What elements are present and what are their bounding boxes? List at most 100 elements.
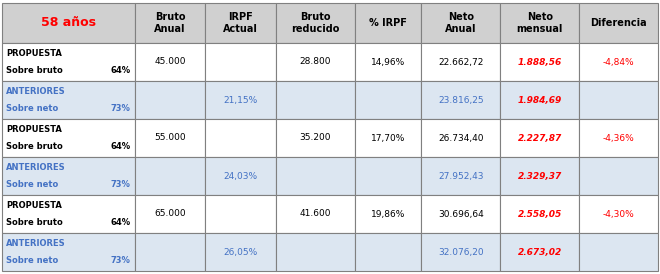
Text: IRPF
Actual: IRPF Actual	[223, 12, 258, 34]
Text: 65.000: 65.000	[154, 210, 186, 218]
Bar	[355, 195, 421, 233]
Bar	[579, 233, 658, 271]
Bar	[500, 3, 579, 43]
Bar	[135, 195, 205, 233]
Bar	[500, 43, 579, 81]
Bar	[276, 81, 355, 119]
Bar	[2, 81, 135, 119]
Text: -4,30%: -4,30%	[603, 210, 634, 218]
Text: 45.000: 45.000	[154, 58, 186, 67]
Text: 26.734,40: 26.734,40	[438, 133, 484, 142]
Text: Neto
mensual: Neto mensual	[517, 12, 563, 34]
Text: 1.888,56: 1.888,56	[517, 58, 562, 67]
Bar	[355, 119, 421, 157]
Text: 64%: 64%	[111, 66, 131, 75]
Text: Sobre bruto: Sobre bruto	[6, 142, 63, 151]
Bar	[355, 81, 421, 119]
Bar	[135, 119, 205, 157]
Text: 28.800: 28.800	[300, 58, 331, 67]
Bar	[579, 43, 658, 81]
Bar	[579, 119, 658, 157]
Bar	[205, 3, 276, 43]
Text: 17,70%: 17,70%	[371, 133, 405, 142]
Bar	[579, 157, 658, 195]
Bar	[135, 3, 205, 43]
Text: 64%: 64%	[111, 142, 131, 151]
Text: 2.329,37: 2.329,37	[517, 172, 562, 181]
Bar	[500, 81, 579, 119]
Text: -4,36%: -4,36%	[603, 133, 634, 142]
Bar	[135, 157, 205, 195]
Bar	[500, 233, 579, 271]
Bar	[205, 81, 276, 119]
Text: 23.816,25: 23.816,25	[438, 96, 484, 104]
Text: 19,86%: 19,86%	[371, 210, 405, 218]
Bar	[276, 157, 355, 195]
Bar	[421, 233, 500, 271]
Text: Diferencia: Diferencia	[590, 18, 647, 28]
Bar	[2, 3, 135, 43]
Text: 2.558,05: 2.558,05	[517, 210, 562, 218]
Bar	[355, 157, 421, 195]
Text: ANTERIORES: ANTERIORES	[6, 87, 65, 96]
Bar	[355, 233, 421, 271]
Text: 24,03%: 24,03%	[224, 172, 258, 181]
Bar	[276, 119, 355, 157]
Bar	[421, 157, 500, 195]
Text: 55.000: 55.000	[154, 133, 186, 142]
Bar	[135, 233, 205, 271]
Bar	[2, 43, 135, 81]
Text: 2.673,02: 2.673,02	[517, 247, 562, 256]
Bar	[276, 43, 355, 81]
Bar	[276, 3, 355, 43]
Bar	[2, 157, 135, 195]
Bar	[579, 81, 658, 119]
Text: -4,84%: -4,84%	[603, 58, 634, 67]
Bar	[135, 43, 205, 81]
Bar	[500, 157, 579, 195]
Text: Neto
Anual: Neto Anual	[445, 12, 477, 34]
Text: Sobre neto: Sobre neto	[6, 256, 58, 265]
Text: Bruto
reducido: Bruto reducido	[291, 12, 340, 34]
Bar	[579, 3, 658, 43]
Text: 1.984,69: 1.984,69	[517, 96, 562, 104]
Text: 41.600: 41.600	[300, 210, 331, 218]
Bar	[421, 119, 500, 157]
Bar	[500, 195, 579, 233]
Bar	[421, 3, 500, 43]
Bar	[205, 157, 276, 195]
Text: ANTERIORES: ANTERIORES	[6, 163, 65, 172]
Bar	[205, 43, 276, 81]
Text: Sobre neto: Sobre neto	[6, 180, 58, 189]
Bar	[135, 81, 205, 119]
Bar	[421, 195, 500, 233]
Text: 73%: 73%	[111, 104, 131, 113]
Bar	[276, 233, 355, 271]
Text: 58 años: 58 años	[41, 16, 96, 30]
Text: 35.200: 35.200	[300, 133, 331, 142]
Text: 30.696,64: 30.696,64	[438, 210, 484, 218]
Bar	[205, 119, 276, 157]
Text: PROPUESTA: PROPUESTA	[6, 201, 62, 210]
Bar	[2, 119, 135, 157]
Text: 26,05%: 26,05%	[224, 247, 258, 256]
Text: 27.952,43: 27.952,43	[438, 172, 484, 181]
Bar	[205, 195, 276, 233]
Text: ANTERIORES: ANTERIORES	[6, 239, 65, 248]
Bar	[2, 195, 135, 233]
Text: 21,15%: 21,15%	[224, 96, 258, 104]
Bar	[2, 233, 135, 271]
Text: % IRPF: % IRPF	[369, 18, 407, 28]
Bar	[500, 119, 579, 157]
Text: PROPUESTA: PROPUESTA	[6, 125, 62, 134]
Bar	[421, 43, 500, 81]
Text: Bruto
Anual: Bruto Anual	[154, 12, 186, 34]
Text: Sobre bruto: Sobre bruto	[6, 66, 63, 75]
Text: PROPUESTA: PROPUESTA	[6, 49, 62, 58]
Text: 64%: 64%	[111, 218, 131, 227]
Text: 22.662,72: 22.662,72	[438, 58, 484, 67]
Bar	[579, 195, 658, 233]
Text: 14,96%: 14,96%	[371, 58, 405, 67]
Text: 73%: 73%	[111, 180, 131, 189]
Bar	[276, 195, 355, 233]
